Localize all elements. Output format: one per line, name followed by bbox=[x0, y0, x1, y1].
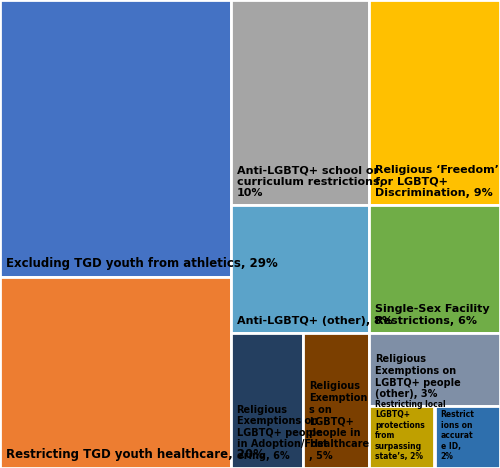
FancyBboxPatch shape bbox=[369, 333, 500, 406]
FancyBboxPatch shape bbox=[303, 333, 369, 468]
Text: Restricting local
LGBTQ+
protections
from
surpassing
state’s, 2%: Restricting local LGBTQ+ protections fro… bbox=[375, 400, 446, 461]
Text: Single-Sex Facility
Restrictions, 6%: Single-Sex Facility Restrictions, 6% bbox=[375, 304, 490, 326]
FancyBboxPatch shape bbox=[0, 0, 230, 277]
FancyBboxPatch shape bbox=[369, 205, 500, 333]
Text: Religious
Exemptions on
LGBTQ+ people
in Adoption/Fost
ering, 6%: Religious Exemptions on LGBTQ+ people in… bbox=[236, 404, 327, 461]
FancyBboxPatch shape bbox=[369, 0, 500, 205]
Text: Excluding TGD youth from athletics, 29%: Excluding TGD youth from athletics, 29% bbox=[6, 257, 278, 270]
FancyBboxPatch shape bbox=[230, 0, 369, 205]
FancyBboxPatch shape bbox=[369, 406, 434, 468]
FancyBboxPatch shape bbox=[434, 406, 500, 468]
Text: Anti-LGBTQ+ school or
curriculum restrictions,
10%: Anti-LGBTQ+ school or curriculum restric… bbox=[236, 165, 384, 198]
Text: Restricting TGD youth healthcare, 20%: Restricting TGD youth healthcare, 20% bbox=[6, 448, 265, 461]
FancyBboxPatch shape bbox=[0, 277, 230, 468]
Text: Restrict
ions on
accurat
e ID,
2%: Restrict ions on accurat e ID, 2% bbox=[440, 410, 474, 461]
Text: Religious ‘Freedom’
for LGBTQ+
Discrimination, 9%: Religious ‘Freedom’ for LGBTQ+ Discrimin… bbox=[375, 165, 499, 198]
FancyBboxPatch shape bbox=[230, 205, 369, 333]
Text: Religious
Exemptions on
LGBTQ+ people
(other), 3%: Religious Exemptions on LGBTQ+ people (o… bbox=[375, 354, 461, 399]
FancyBboxPatch shape bbox=[230, 333, 303, 468]
Text: Religious
Exemption
s on
LGBTQ+
people in
Healthcare
, 5%: Religious Exemption s on LGBTQ+ people i… bbox=[309, 381, 369, 461]
Text: Anti-LGBTQ+ (other), 8%: Anti-LGBTQ+ (other), 8% bbox=[236, 316, 392, 326]
